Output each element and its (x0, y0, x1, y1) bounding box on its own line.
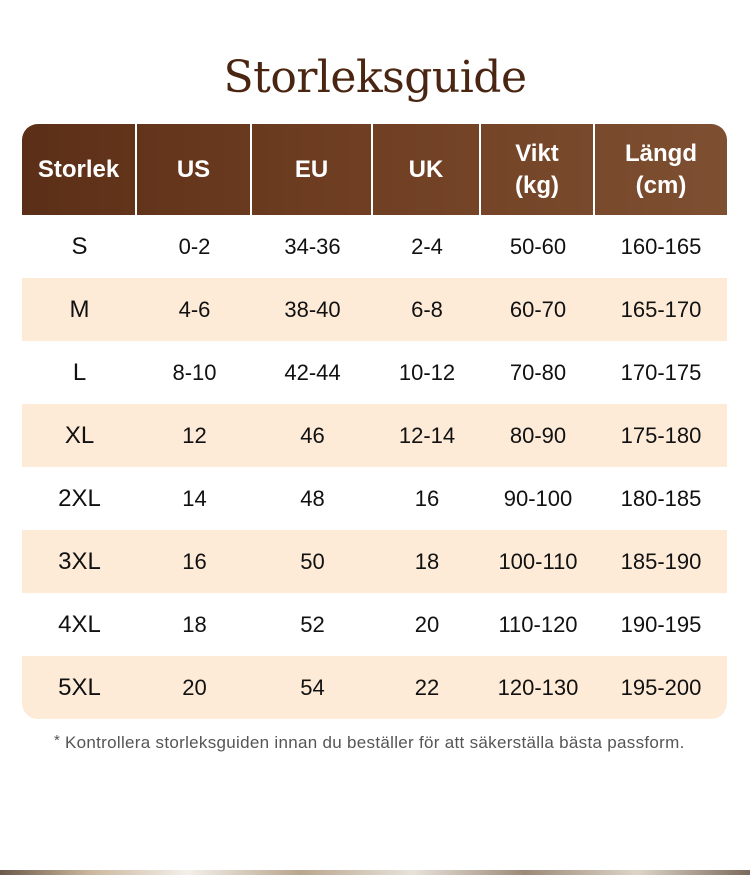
table-cell: 22 (414, 674, 440, 700)
table-cell: 100-110 (498, 548, 578, 574)
table-row: XL 12 46 12-14 80-90 175-180 (22, 404, 727, 467)
table-cell: 180-185 (620, 485, 702, 511)
table-cell: 46 (300, 422, 325, 448)
table-body: S 0-2 34-36 2-4 50-60 160-165 M 4-6 38-40 6-8 60-7… (22, 215, 727, 719)
table-cell: 20 (414, 611, 440, 637)
table-row: L 8-10 42-44 10-12 70-80 170-175 (22, 341, 727, 404)
table-cell: 18 (182, 611, 207, 637)
table-cell: 90-100 (503, 485, 573, 511)
table-cell: 16 (182, 548, 207, 574)
table-header-row: Storlek US EU UK Vikt (kg) Längd (cm) (22, 124, 727, 215)
size-label-cell: M (69, 295, 90, 323)
table-cell: 4-6 (178, 296, 211, 322)
table-cell: 165-170 (620, 296, 702, 322)
table-cell: 6-8 (411, 296, 443, 322)
footnote-marker: * (54, 732, 61, 749)
table-cell: 20 (182, 674, 207, 700)
table-cell: 2-4 (411, 233, 443, 259)
table-cell: 8-10 (172, 359, 217, 385)
table-cell: 80-90 (509, 422, 567, 448)
table-cell: 170-175 (620, 359, 702, 385)
table-cell: 175-180 (620, 422, 702, 448)
table-cell: 52 (300, 611, 325, 637)
photo-strip-image (0, 870, 750, 875)
table-cell: 50-60 (509, 233, 567, 259)
table-cell: 0-2 (178, 233, 211, 259)
table-cell: 54 (300, 674, 325, 700)
table-row: 2XL 14 48 16 90-100 180-185 (22, 467, 727, 530)
size-label-cell: XL (64, 421, 95, 449)
size-label-cell: 2XL (58, 484, 101, 512)
table-row: 3XL 16 50 18 100-110 185-190 (22, 530, 727, 593)
page-title: Storleksguide (223, 52, 527, 103)
table-cell: 195-200 (620, 674, 702, 700)
table-cell: 120-130 (497, 674, 579, 700)
table-row: M 4-6 38-40 6-8 60-70 165-170 (22, 278, 727, 341)
column-header: Längd (cm) (625, 139, 697, 199)
size-label-cell: L (72, 358, 87, 386)
table-cell: 160-165 (620, 233, 702, 259)
table-cell: 42-44 (284, 359, 341, 385)
table-cell: 60-70 (509, 296, 567, 322)
size-label-cell: S (71, 232, 88, 260)
footnote: * Kontrollera storleksguiden innan du be… (54, 731, 714, 754)
table-row: 5XL 20 54 22 120-130 195-200 (22, 656, 727, 719)
table-cell: 12 (182, 422, 207, 448)
table-cell: 12-14 (398, 422, 456, 448)
table-cell: 110-120 (498, 611, 578, 637)
column-header: UK (373, 124, 481, 215)
table-cell: 48 (300, 485, 325, 511)
size-chart-table: Storlek US EU UK Vikt (kg) Längd (cm) S 0-2 34-… (22, 124, 727, 719)
column-header: Storlek (22, 124, 137, 215)
table-row: S 0-2 34-36 2-4 50-60 160-165 (22, 215, 727, 278)
size-label-cell: 5XL (58, 673, 101, 701)
table-cell: 50 (300, 548, 325, 574)
column-header: EU (252, 124, 373, 215)
table-cell: 185-190 (620, 548, 702, 574)
table-cell: 34-36 (284, 233, 341, 259)
table-cell: 70-80 (509, 359, 567, 385)
table-row: 4XL 18 52 20 110-120 190-195 (22, 593, 727, 656)
column-header: Vikt (kg) (481, 124, 595, 215)
table-cell: 10-12 (398, 359, 456, 385)
table-cell: 38-40 (284, 296, 341, 322)
size-label-cell: 3XL (58, 547, 101, 575)
table-cell: 16 (414, 485, 440, 511)
size-label-cell: 4XL (58, 610, 101, 638)
footnote-text: Kontrollera storleksguiden innan du best… (65, 733, 685, 752)
table-cell: 190-195 (620, 611, 702, 637)
column-header: US (137, 124, 252, 215)
table-cell: 18 (414, 548, 440, 574)
table-cell: 14 (182, 485, 207, 511)
